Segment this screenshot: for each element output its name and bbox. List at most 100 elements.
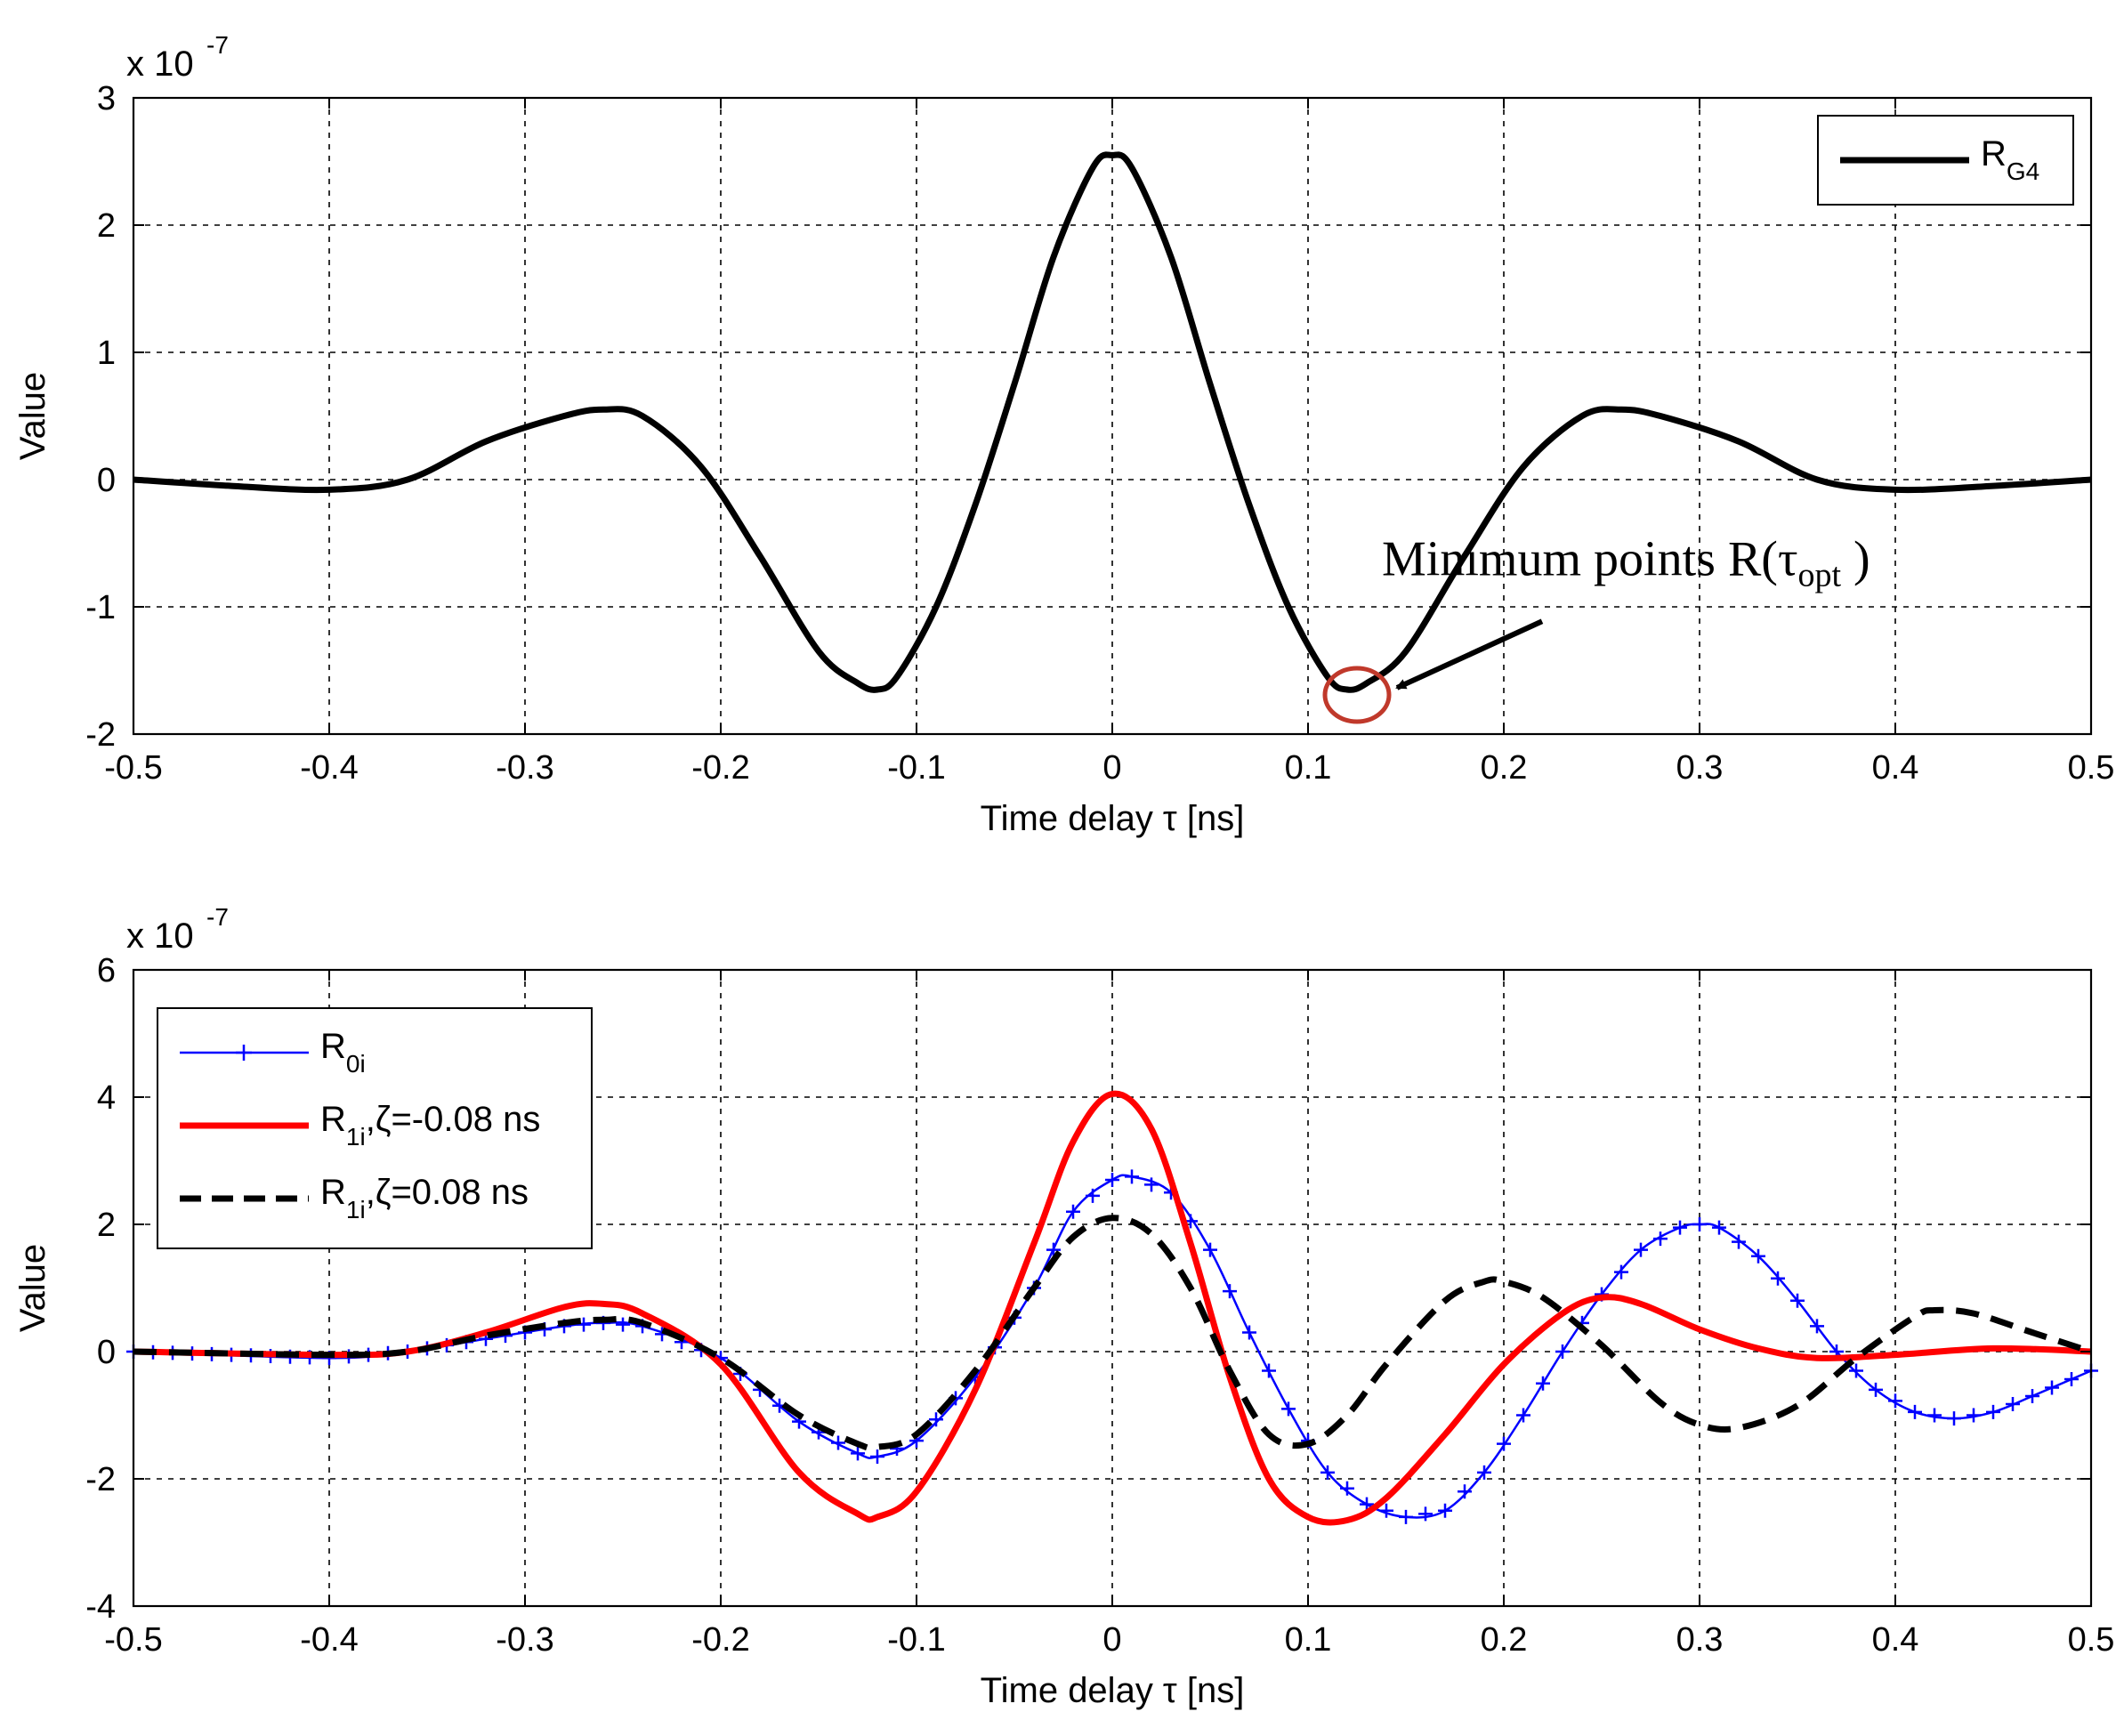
bottom-series-marker-0 <box>1927 1408 1942 1423</box>
top-y-ticks: -2 -1 0 1 2 3 <box>85 80 2091 754</box>
bottom-legend: R0i R1i,ζ=-0.08 ns R1i,ζ=0.08 ns <box>157 1007 593 1249</box>
top-y-tick-label: 1 <box>97 335 116 372</box>
top-legend-label-0: RG4 <box>1981 134 2039 185</box>
bottom-series-marker-0 <box>1399 1509 1413 1524</box>
bottom-series-marker-0 <box>1732 1234 1746 1249</box>
bottom-series-marker-0 <box>1242 1325 1256 1340</box>
bottom-series-marker-0 <box>1986 1404 2000 1419</box>
bottom-series-marker-0 <box>1536 1376 1550 1391</box>
bottom-series-marker-0 <box>1692 1217 1707 1231</box>
bottom-y-tick-label: -2 <box>85 1461 116 1498</box>
bottom-series-marker-0 <box>1458 1484 1472 1499</box>
bottom-x-tick-label: 0.5 <box>2068 1621 2115 1659</box>
bottom-x-tick-label: -0.3 <box>496 1621 553 1659</box>
bottom-x-axis-label: Time delay τ [ns] <box>981 1671 1245 1710</box>
bottom-series-marker-0 <box>831 1435 845 1450</box>
bottom-legend-label-1: R1i,ζ=-0.08 ns <box>320 1100 540 1151</box>
top-legend: RG4 <box>1817 115 2074 206</box>
bottom-x-tick-label: 0 <box>1102 1621 1121 1659</box>
top-x-tick-label: 0 <box>1102 749 1121 787</box>
bottom-legend-label-2: R1i,ζ=0.08 ns <box>320 1173 529 1223</box>
min-point-annotation-text: Minimum points R(τopt ) <box>1382 531 1870 593</box>
bottom-series-marker-0 <box>1790 1293 1805 1308</box>
bottom-y-tick-label: 0 <box>97 1334 116 1371</box>
top-y-tick-label: -1 <box>85 589 116 626</box>
bottom-series-marker-0 <box>1869 1382 1883 1397</box>
bottom-series-marker-0 <box>1555 1344 1570 1359</box>
bottom-series-marker-0 <box>2045 1380 2059 1395</box>
top-y-tick-label: 0 <box>97 462 116 499</box>
bottom-series-marker-0 <box>1066 1204 1080 1219</box>
bottom-series-marker-0 <box>1262 1363 1276 1378</box>
bottom-x-tick-label: -0.5 <box>104 1621 162 1659</box>
top-x-tick-label: 0.5 <box>2068 749 2115 787</box>
bottom-series-marker-0 <box>870 1449 884 1464</box>
bottom-series-marker-0 <box>1203 1242 1217 1257</box>
bottom-series-line-2 <box>133 1215 2093 1451</box>
bottom-series-marker-0 <box>1908 1404 1922 1419</box>
bottom-series-marker-0 <box>2006 1396 2020 1411</box>
bottom-series-marker-0 <box>616 1317 630 1332</box>
bottom-y-tick-label: 2 <box>97 1207 116 1244</box>
bottom-series-marker-0 <box>577 1317 591 1332</box>
top-series-line-0 <box>133 151 2092 693</box>
bottom-series-marker-0 <box>1849 1363 1863 1378</box>
bottom-series-marker-0 <box>851 1446 865 1461</box>
bottom-series-marker-0 <box>1653 1231 1668 1247</box>
bottom-series-marker-0 <box>1712 1220 1726 1235</box>
top-series-layer <box>133 151 2092 693</box>
bottom-series-marker-0 <box>1223 1284 1237 1299</box>
bottom-series-marker-0 <box>1497 1436 1511 1451</box>
top-x-tick-label: -0.3 <box>496 749 553 787</box>
bottom-series-marker-0 <box>1125 1169 1139 1184</box>
top-exponent-label: x 10 -7 <box>126 31 229 84</box>
bottom-series-marker-0 <box>1046 1242 1061 1257</box>
bottom-x-tick-label: 0.1 <box>1285 1621 1332 1659</box>
bottom-series-marker-0 <box>1281 1401 1296 1417</box>
min-point-arrow <box>1395 618 1544 690</box>
top-x-tick-label: -0.4 <box>300 749 358 787</box>
bottom-series-marker-0 <box>1340 1481 1354 1496</box>
bottom-series-marker-0 <box>1418 1506 1433 1522</box>
bottom-series-marker-0 <box>1947 1411 1961 1426</box>
top-chart: -0.5 -0.4 -0.3 -0.2 -0.1 0 0.1 0.2 0.3 0.4 0.5 -2-… <box>13 31 2114 838</box>
bottom-series-marker-0 <box>1105 1172 1119 1187</box>
bottom-y-axis-label: Value <box>13 1244 52 1332</box>
bottom-x-tick-label: 0.2 <box>1481 1621 1528 1659</box>
top-x-tick-label: 0.4 <box>1872 749 1919 787</box>
bottom-series-marker-0 <box>1967 1408 1981 1423</box>
bottom-x-tick-label: 0.3 <box>1676 1621 1724 1659</box>
top-x-tick-label: 0.2 <box>1481 749 1528 787</box>
top-x-ticks: -0.5 -0.4 -0.3 -0.2 -0.1 0 0.1 0.2 0.3 0.4 0.5 <box>104 98 2114 787</box>
bottom-exponent-label: x 10 -7 <box>126 903 229 956</box>
top-x-tick-label: -0.2 <box>691 749 749 787</box>
top-x-tick-label: -0.1 <box>887 749 945 787</box>
min-point-annotation: Minimum points R(τopt ) <box>1322 531 1870 724</box>
top-y-tick-label: 2 <box>97 207 116 245</box>
bottom-series-marker-0 <box>2064 1371 2079 1386</box>
bottom-x-ticks: -0.5 -0.4 -0.3 -0.2 -0.1 0 0.1 0.2 0.3 0.4 0.5 <box>104 970 2114 1659</box>
bottom-series-marker-0 <box>1673 1220 1687 1235</box>
bottom-y-tick-label: 4 <box>97 1079 116 1117</box>
bottom-series-marker-0 <box>2025 1389 2039 1404</box>
bottom-series-marker-0 <box>1379 1503 1393 1518</box>
bottom-series-marker-0 <box>1144 1177 1159 1192</box>
bottom-series-layer <box>126 1090 2098 1526</box>
top-y-tick-label: -2 <box>85 716 116 754</box>
top-x-tick-label: -0.5 <box>104 749 162 787</box>
bottom-series-marker-0 <box>1320 1465 1335 1480</box>
bottom-legend-marker-0 <box>236 1045 252 1061</box>
bottom-exponent-power: -7 <box>206 903 229 931</box>
bottom-exponent-base: x 10 <box>126 916 194 956</box>
bottom-series-marker-0 <box>1614 1264 1628 1280</box>
bottom-series-marker-0 <box>1751 1248 1765 1264</box>
top-exponent-power: -7 <box>206 31 229 59</box>
bottom-legend-label-0: R0i <box>320 1027 366 1078</box>
bottom-x-tick-label: 0.4 <box>1872 1621 1919 1659</box>
bottom-series-marker-0 <box>1810 1319 1824 1334</box>
bottom-series-marker-0 <box>1634 1242 1648 1257</box>
bottom-x-tick-label: -0.4 <box>300 1621 358 1659</box>
top-y-tick-label: 3 <box>97 80 116 117</box>
bottom-x-tick-label: -0.1 <box>887 1621 945 1659</box>
